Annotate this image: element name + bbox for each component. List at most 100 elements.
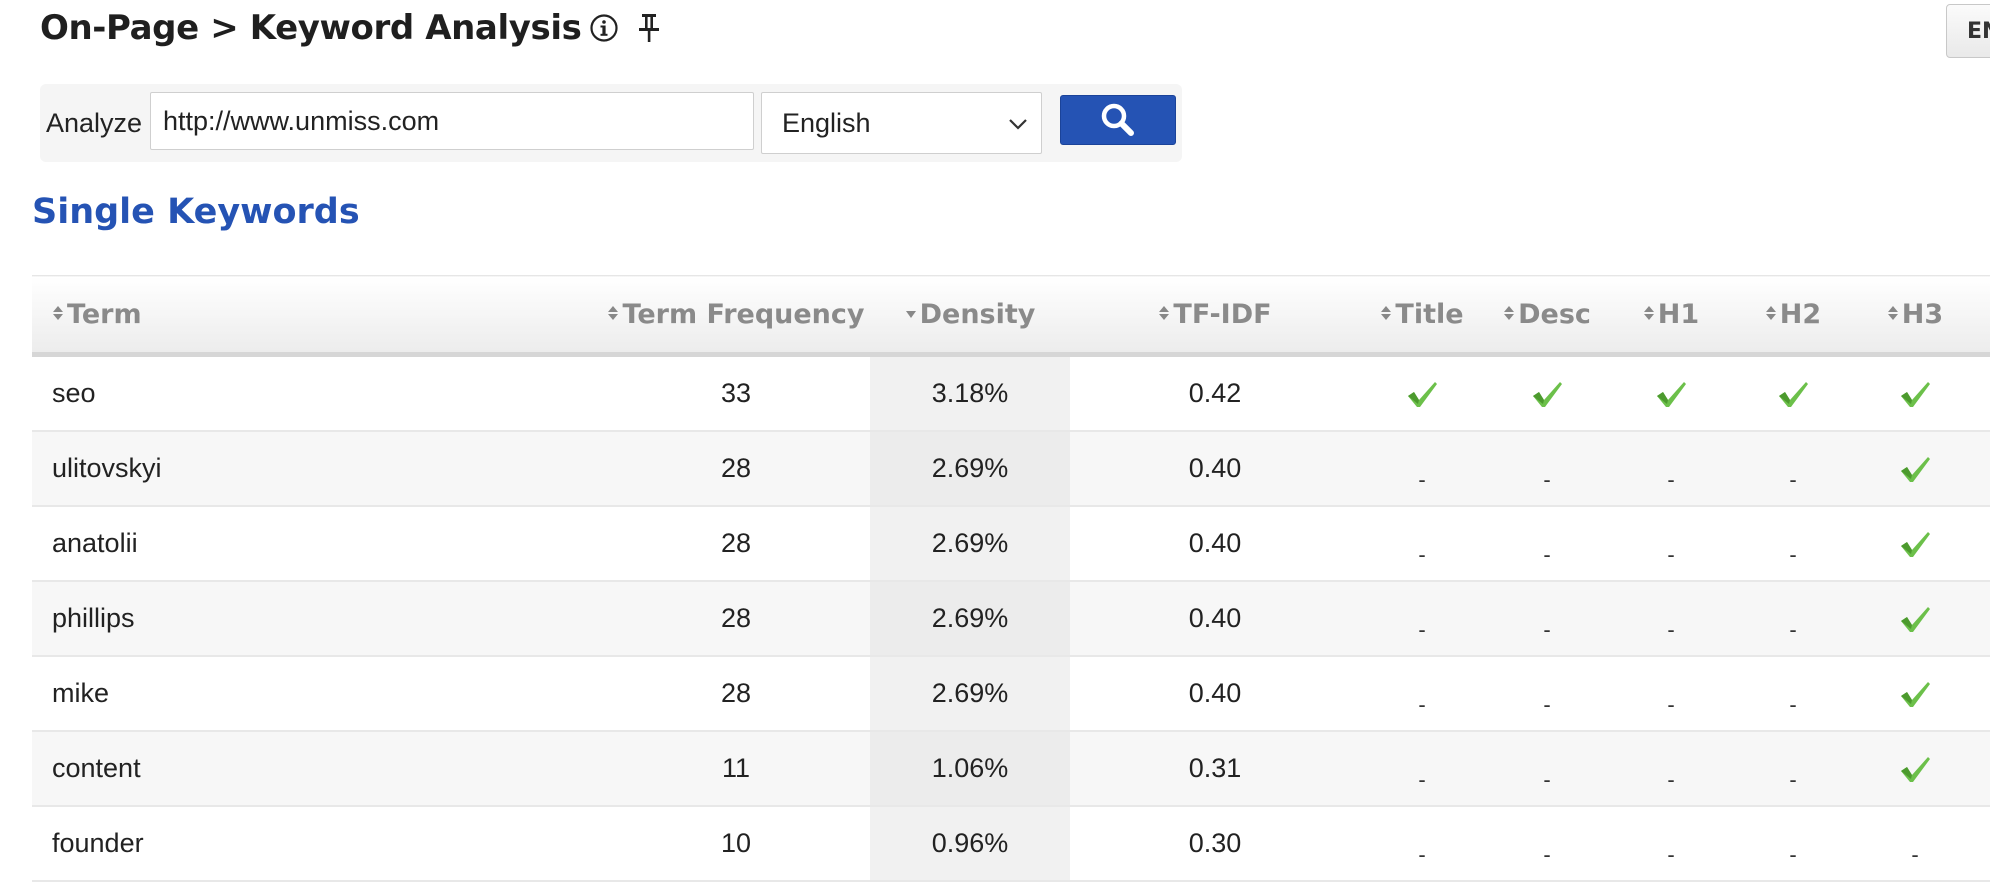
cell-density: 2.69%	[870, 506, 1070, 582]
cell-h1: -	[1610, 431, 1732, 507]
check-icon	[1408, 382, 1437, 408]
cell-spacer	[1976, 354, 1990, 432]
absent-mark: -	[1667, 617, 1675, 642]
absent-mark: -	[1789, 692, 1797, 717]
absent-mark: -	[1543, 467, 1551, 492]
cell-desc: -	[1484, 656, 1610, 732]
cell-h3	[1854, 581, 1976, 657]
table-row: anatolii 28 2.69% 0.40 - - - -	[32, 506, 1990, 582]
section-title: Single Keywords	[32, 192, 360, 232]
check-icon	[1657, 382, 1686, 408]
cell-title: -	[1360, 656, 1484, 732]
absent-mark: -	[1543, 842, 1551, 867]
language-menu-label: EN	[1967, 18, 1990, 44]
cell-title: -	[1360, 806, 1484, 882]
cell-term-frequency: 28	[602, 656, 870, 732]
check-icon	[1901, 382, 1930, 408]
search-button[interactable]	[1060, 95, 1176, 145]
language-select[interactable]: English	[761, 92, 1042, 154]
cell-title	[1360, 354, 1484, 432]
check-icon	[1901, 607, 1930, 633]
cell-density: 2.69%	[870, 581, 1070, 657]
absent-mark: -	[1789, 467, 1797, 492]
cell-density: 1.06%	[870, 731, 1070, 807]
keywords-table: Term Term Frequency Density TF-IDF Title…	[32, 275, 1990, 882]
table-header-row: Term Term Frequency Density TF-IDF Title…	[32, 275, 1990, 357]
table-row: seo 33 3.18% 0.42	[32, 354, 1990, 432]
column-header-density[interactable]: Density	[870, 275, 1070, 357]
absent-mark: -	[1418, 467, 1426, 492]
column-header-desc[interactable]: Desc	[1484, 275, 1610, 357]
column-header-h2[interactable]: H2	[1732, 275, 1854, 357]
column-header-label: Term	[67, 298, 142, 330]
column-header-tf-idf[interactable]: TF-IDF	[1070, 275, 1360, 357]
column-header-spacer	[1976, 275, 1990, 357]
cell-h3	[1854, 656, 1976, 732]
cell-h2: -	[1732, 731, 1854, 807]
cell-term-frequency: 33	[602, 354, 870, 432]
absent-mark: -	[1667, 542, 1675, 567]
cell-h2: -	[1732, 506, 1854, 582]
column-header-h1[interactable]: H1	[1610, 275, 1732, 357]
cell-term-frequency: 11	[602, 731, 870, 807]
absent-mark: -	[1418, 542, 1426, 567]
absent-mark: -	[1418, 617, 1426, 642]
cell-spacer	[1976, 731, 1990, 807]
absent-mark: -	[1667, 842, 1675, 867]
cell-spacer	[1976, 656, 1990, 732]
column-header-label: H2	[1779, 298, 1822, 330]
cell-h3	[1854, 431, 1976, 507]
cell-h3	[1854, 506, 1976, 582]
column-header-label: Desc	[1518, 298, 1591, 330]
cell-desc: -	[1484, 581, 1610, 657]
column-header-title[interactable]: Title	[1360, 275, 1484, 357]
cell-title: -	[1360, 506, 1484, 582]
cell-h3	[1854, 354, 1976, 432]
analyze-label: Analyze	[46, 108, 143, 138]
column-header-label: Title	[1395, 298, 1464, 330]
cell-title: -	[1360, 431, 1484, 507]
cell-tf-idf: 0.40	[1070, 506, 1360, 582]
absent-mark: -	[1418, 842, 1426, 867]
absent-mark: -	[1789, 767, 1797, 792]
cell-term: founder	[32, 806, 602, 882]
sort-icon	[53, 306, 63, 320]
pin-icon[interactable]	[635, 12, 663, 44]
column-header-term-frequency[interactable]: Term Frequency	[602, 275, 870, 357]
cell-tf-idf: 0.40	[1070, 431, 1360, 507]
table-row: phillips 28 2.69% 0.40 - - - -	[32, 581, 1990, 657]
cell-title: -	[1360, 581, 1484, 657]
cell-desc: -	[1484, 506, 1610, 582]
sort-desc-icon	[905, 311, 916, 318]
column-header-label: H1	[1657, 298, 1700, 330]
cell-density: 2.69%	[870, 656, 1070, 732]
absent-mark: -	[1789, 617, 1797, 642]
absent-mark: -	[1543, 692, 1551, 717]
cell-spacer	[1976, 506, 1990, 582]
cell-density: 0.96%	[870, 806, 1070, 882]
column-header-h3[interactable]: H3	[1854, 275, 1976, 357]
language-menu-button[interactable]: EN	[1946, 4, 1990, 58]
absent-mark: -	[1543, 617, 1551, 642]
column-header-term[interactable]: Term	[32, 275, 602, 357]
cell-h3	[1854, 731, 1976, 807]
absent-mark: -	[1667, 767, 1675, 792]
cell-term: ulitovskyi	[32, 431, 602, 507]
cell-h2	[1732, 354, 1854, 432]
sort-icon	[608, 306, 619, 320]
cell-density: 2.69%	[870, 431, 1070, 507]
sort-icon	[1887, 306, 1898, 320]
url-input[interactable]	[150, 92, 754, 150]
cell-desc	[1484, 354, 1610, 432]
info-circle-icon[interactable]	[589, 13, 619, 43]
page-title: On-Page > Keyword Analysis	[40, 8, 582, 48]
cell-h1: -	[1610, 581, 1732, 657]
cell-h3: -	[1854, 806, 1976, 882]
absent-mark: -	[1667, 692, 1675, 717]
cell-tf-idf: 0.30	[1070, 806, 1360, 882]
sort-icon	[1643, 306, 1654, 320]
cell-term: anatolii	[32, 506, 602, 582]
absent-mark: -	[1911, 842, 1919, 867]
cell-h2: -	[1732, 581, 1854, 657]
sort-icon	[1504, 306, 1515, 320]
